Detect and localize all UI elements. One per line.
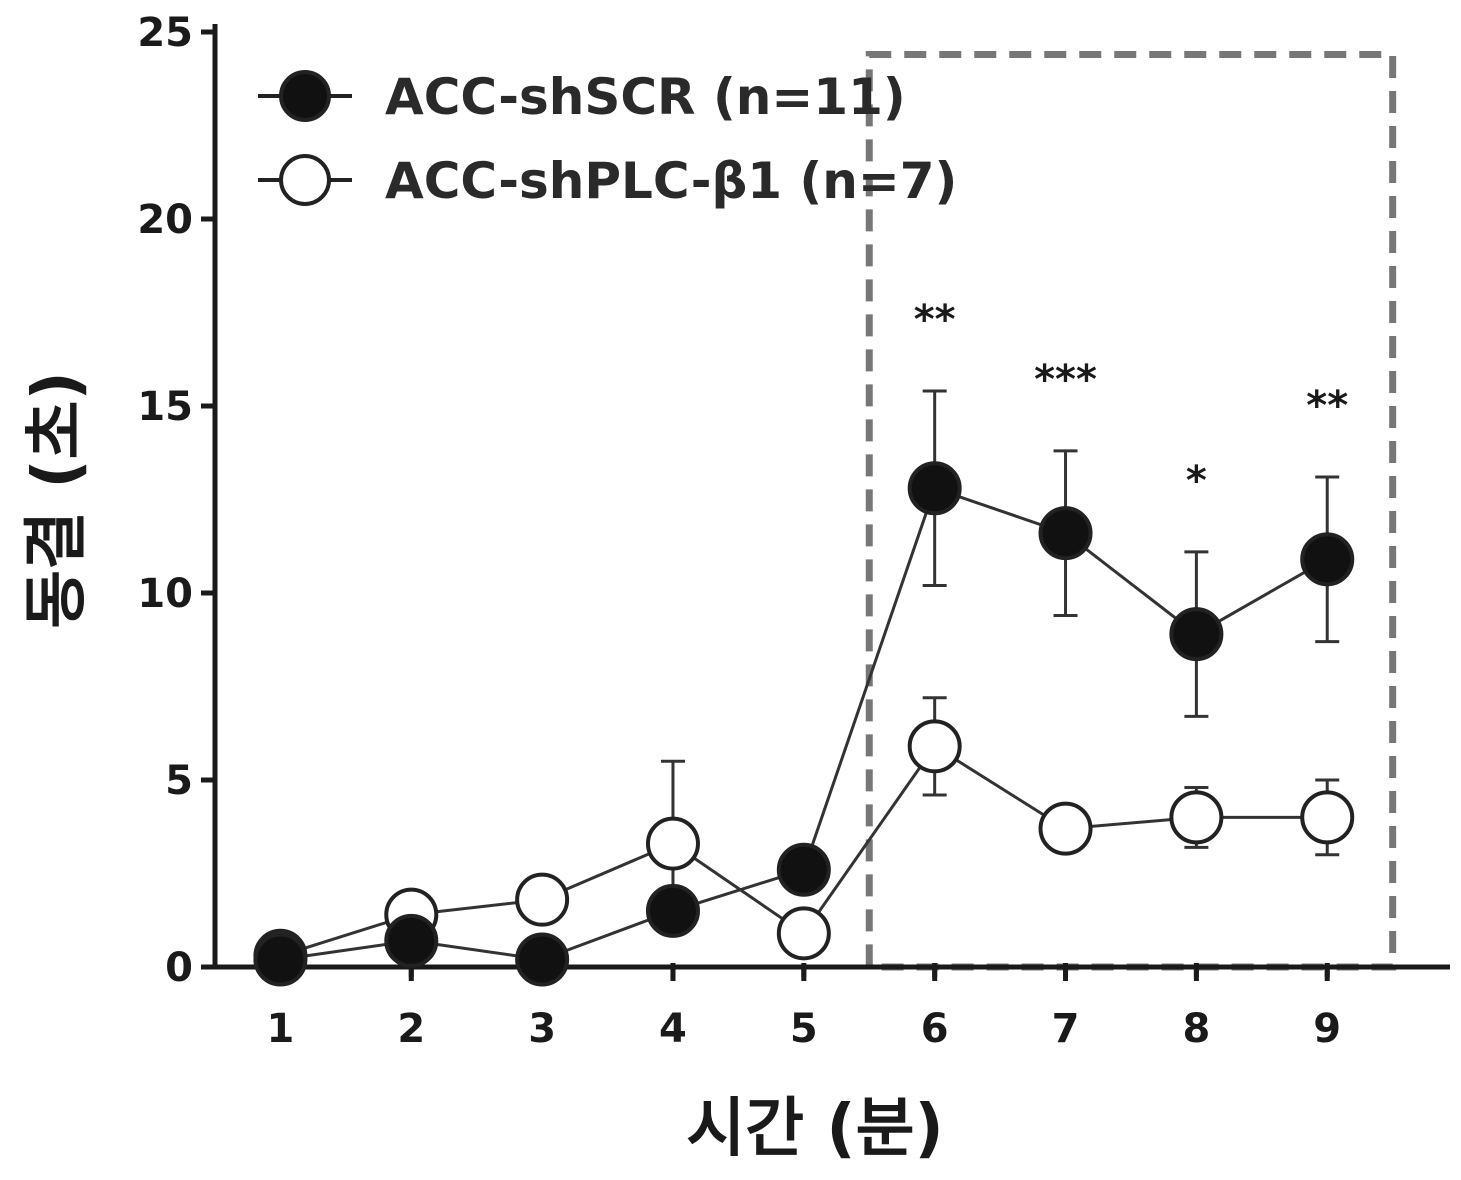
data-point-acc-shplc <box>517 875 567 925</box>
legend-marker-filled <box>281 72 329 120</box>
data-point-acc-shplc <box>910 721 960 771</box>
data-point-acc-shscr <box>1302 534 1352 584</box>
data-point-acc-shplc <box>1302 792 1352 842</box>
data-point-acc-shscr <box>386 916 436 966</box>
x-axis-title: 시간 (분) <box>686 1092 943 1166</box>
legend-marker-open <box>281 156 329 204</box>
data-point-acc-shplc <box>1041 804 1091 854</box>
data-point-acc-shscr <box>910 463 960 513</box>
significance-marker: ** <box>914 297 956 343</box>
x-tick-label: 4 <box>659 1006 687 1052</box>
x-tick-label: 9 <box>1313 1006 1341 1052</box>
significance-marker: *** <box>1034 357 1097 403</box>
data-point-acc-shplc <box>648 819 698 869</box>
y-tick-label: 25 <box>137 10 193 56</box>
legend-label: ACC-shSCR (n=11) <box>385 68 906 126</box>
x-tick-label: 3 <box>528 1006 556 1052</box>
y-axis-title: 동결 (초) <box>20 371 94 628</box>
data-point-acc-shscr <box>1041 508 1091 558</box>
data-point-acc-shscr <box>517 935 567 985</box>
legend-label: ACC-shPLC-β1 (n=7) <box>385 152 957 210</box>
y-tick-label: 5 <box>165 758 193 804</box>
data-point-acc-shscr <box>255 935 305 985</box>
data-point-acc-shscr <box>648 886 698 936</box>
x-tick-label: 8 <box>1182 1006 1210 1052</box>
significance-marker: * <box>1186 458 1207 504</box>
data-point-acc-shplc <box>1171 792 1221 842</box>
y-tick-label: 15 <box>137 384 193 430</box>
significance-marker: ** <box>1306 383 1348 429</box>
legend: ACC-shSCR (n=11) ACC-shPLC-β1 (n=7) <box>258 68 957 210</box>
y-tick-label: 0 <box>165 945 193 991</box>
significance-layer: ******** <box>914 297 1348 504</box>
x-tick-label: 5 <box>790 1006 818 1052</box>
data-point-acc-shplc <box>779 908 829 958</box>
data-point-acc-shscr <box>1171 609 1221 659</box>
y-tick-label: 10 <box>137 571 193 617</box>
y-tick-label: 20 <box>137 197 193 243</box>
x-tick-label: 2 <box>397 1006 425 1052</box>
data-point-acc-shscr <box>779 845 829 895</box>
x-tick-label: 6 <box>921 1006 949 1052</box>
x-tick-label: 1 <box>267 1006 295 1052</box>
x-tick-label: 7 <box>1052 1006 1080 1052</box>
